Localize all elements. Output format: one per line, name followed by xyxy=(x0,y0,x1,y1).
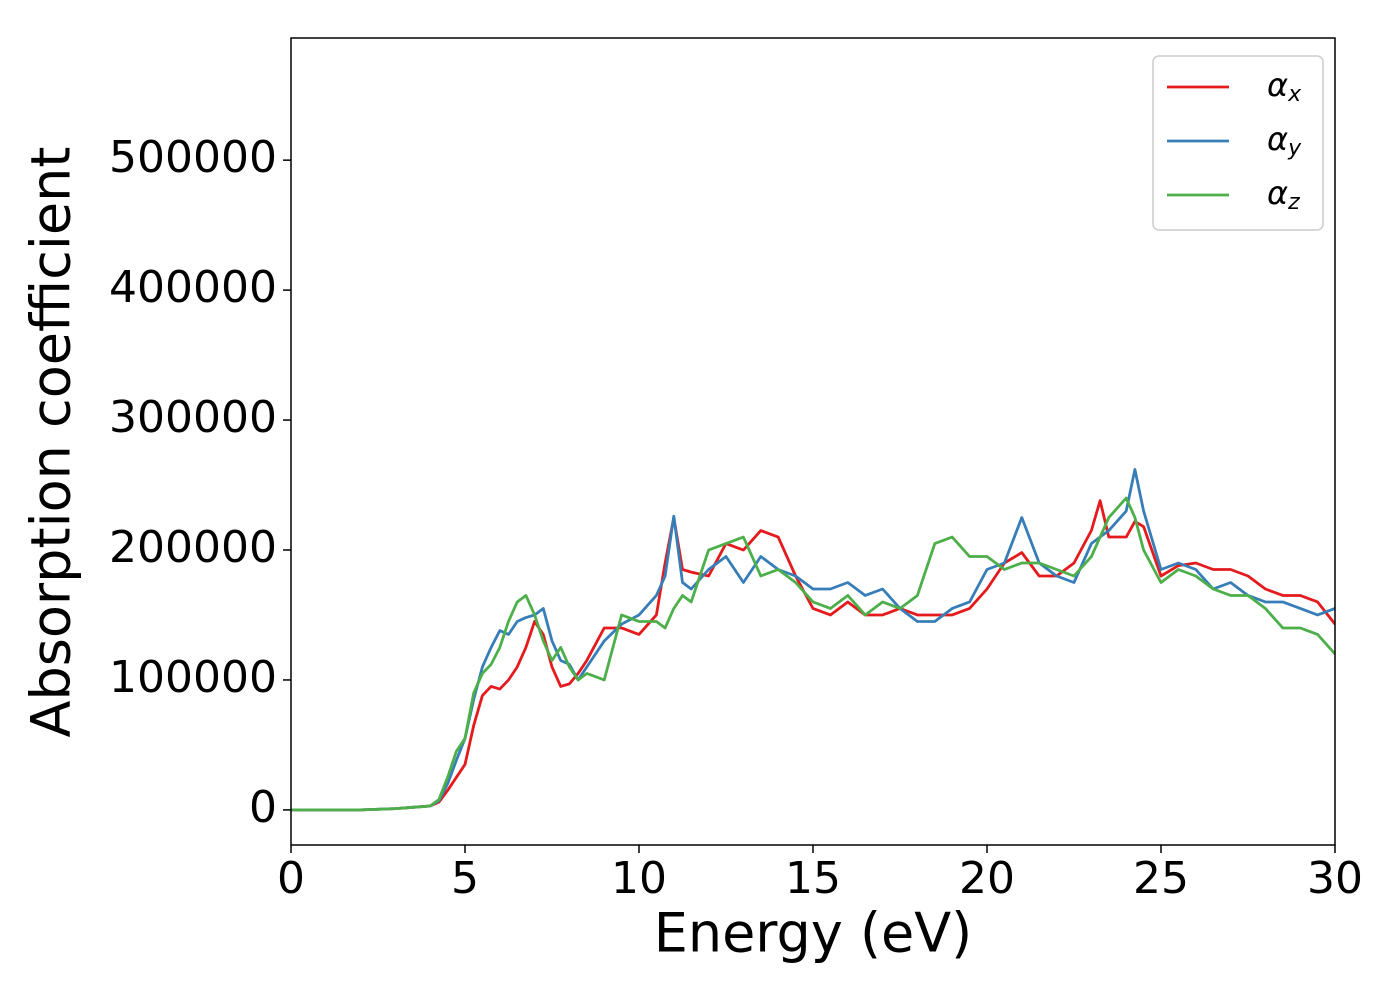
y-tick-label: 200000 xyxy=(109,522,277,573)
x-tick-label: 0 xyxy=(277,853,305,904)
y-tick-label: 500000 xyxy=(109,132,277,183)
legend-label: αx xyxy=(1267,66,1302,107)
data-line xyxy=(291,468,1335,812)
data-line xyxy=(291,496,1335,812)
x-tick-label: 15 xyxy=(785,853,841,904)
y-tick-label: 100000 xyxy=(109,652,277,703)
y-tick-label: 300000 xyxy=(109,392,277,443)
x-tick-label: 10 xyxy=(611,853,667,904)
x-axis-label: Energy (eV) xyxy=(654,902,973,965)
x-tick-label: 30 xyxy=(1307,853,1363,904)
x-tick-label: 25 xyxy=(1133,853,1189,904)
legend-label: αy xyxy=(1267,120,1302,161)
x-tick-label: 20 xyxy=(959,853,1015,904)
y-tick-label: 0 xyxy=(249,782,277,833)
x-tick-label: 5 xyxy=(451,853,479,904)
legend-box xyxy=(1152,55,1324,231)
y-tick-label: 400000 xyxy=(109,262,277,313)
y-axis-label: Absorption coefficient xyxy=(20,147,83,738)
plot-frame xyxy=(290,37,1336,846)
legend-label: αz xyxy=(1267,174,1300,215)
